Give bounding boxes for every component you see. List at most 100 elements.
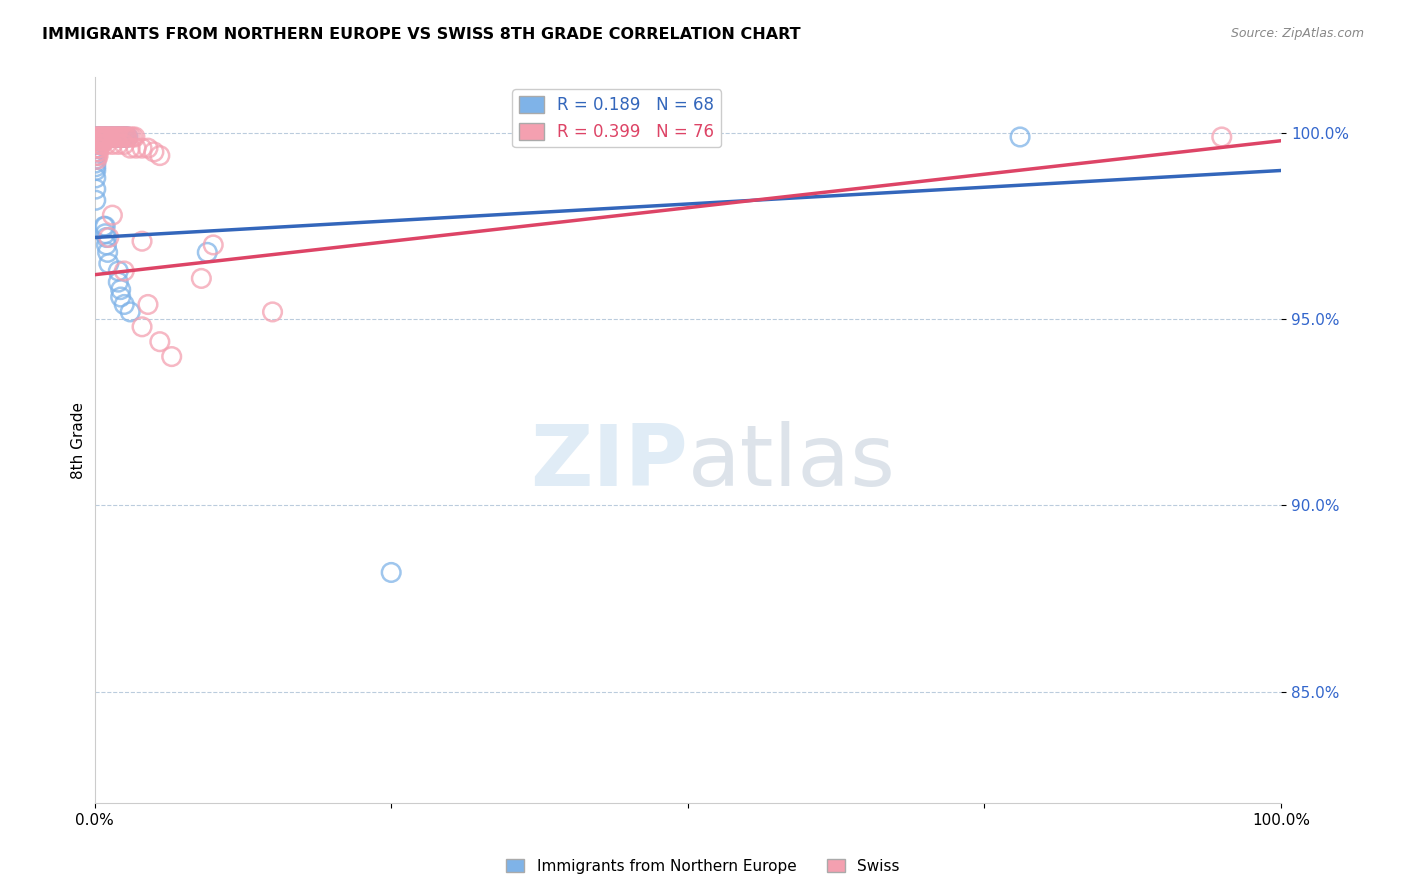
Point	[97, 230, 120, 244]
Point	[160, 350, 183, 364]
Point	[93, 219, 115, 234]
Point	[97, 256, 120, 270]
Point	[107, 264, 129, 278]
Point	[105, 130, 128, 145]
Point	[112, 130, 135, 145]
Point	[84, 148, 107, 162]
Point	[110, 130, 132, 145]
Point	[1211, 130, 1233, 145]
Point	[90, 134, 112, 148]
Point	[87, 130, 110, 145]
Point	[87, 137, 110, 152]
Point	[104, 130, 127, 145]
Point	[86, 130, 108, 145]
Point	[136, 297, 159, 311]
Point	[262, 305, 284, 319]
Point	[96, 230, 118, 244]
Point	[89, 137, 111, 152]
Point	[86, 148, 108, 162]
Point	[90, 130, 112, 145]
Point	[190, 271, 212, 285]
Point	[84, 170, 107, 185]
Point	[89, 134, 111, 148]
Point	[87, 141, 110, 155]
Point	[90, 130, 112, 145]
Point	[100, 130, 122, 145]
Point	[195, 245, 218, 260]
Point	[112, 297, 135, 311]
Point	[87, 145, 110, 159]
Point	[86, 137, 108, 152]
Point	[97, 130, 120, 145]
Point	[105, 130, 128, 145]
Point	[112, 130, 135, 145]
Point	[120, 141, 142, 155]
Point	[91, 134, 114, 148]
Point	[112, 130, 135, 145]
Point	[87, 134, 110, 148]
Point	[149, 334, 172, 349]
Point	[101, 130, 124, 145]
Legend: R = 0.189   N = 68, R = 0.399   N = 76: R = 0.189 N = 68, R = 0.399 N = 76	[512, 89, 721, 147]
Point	[89, 134, 111, 148]
Point	[86, 134, 108, 148]
Point	[89, 134, 111, 148]
Point	[86, 153, 108, 167]
Point	[86, 145, 108, 159]
Text: atlas: atlas	[688, 421, 896, 504]
Point	[114, 130, 136, 145]
Point	[117, 130, 139, 145]
Point	[101, 208, 124, 222]
Point	[103, 130, 125, 145]
Point	[96, 137, 118, 152]
Point	[94, 130, 117, 145]
Point	[112, 137, 135, 152]
Point	[121, 130, 143, 145]
Point	[89, 130, 111, 145]
Text: IMMIGRANTS FROM NORTHERN EUROPE VS SWISS 8TH GRADE CORRELATION CHART: IMMIGRANTS FROM NORTHERN EUROPE VS SWISS…	[42, 27, 801, 42]
Point	[110, 130, 132, 145]
Point	[93, 134, 115, 148]
Point	[136, 141, 159, 155]
Point	[112, 264, 135, 278]
Point	[101, 137, 124, 152]
Point	[101, 130, 124, 145]
Point	[89, 130, 111, 145]
Point	[94, 219, 117, 234]
Text: ZIP: ZIP	[530, 421, 688, 504]
Point	[87, 130, 110, 145]
Point	[96, 130, 118, 145]
Point	[103, 130, 125, 145]
Point	[87, 141, 110, 155]
Point	[93, 130, 115, 145]
Point	[380, 566, 402, 580]
Point	[91, 130, 114, 145]
Point	[111, 130, 134, 145]
Point	[131, 141, 153, 155]
Point	[86, 141, 108, 155]
Point	[115, 130, 138, 145]
Point	[98, 130, 121, 145]
Point	[90, 137, 112, 152]
Point	[131, 319, 153, 334]
Point	[86, 141, 108, 155]
Point	[84, 156, 107, 170]
Point	[98, 130, 121, 145]
Point	[104, 130, 127, 145]
Point	[93, 130, 115, 145]
Point	[112, 130, 135, 145]
Point	[104, 130, 127, 145]
Point	[125, 141, 148, 155]
Point	[202, 238, 225, 252]
Point	[1010, 130, 1032, 145]
Point	[107, 130, 129, 145]
Point	[120, 305, 142, 319]
Point	[114, 130, 136, 145]
Point	[117, 130, 139, 145]
Point	[84, 130, 107, 145]
Point	[115, 130, 138, 145]
Point	[84, 182, 107, 196]
Point	[89, 134, 111, 148]
Point	[110, 290, 132, 304]
Point	[91, 134, 114, 148]
